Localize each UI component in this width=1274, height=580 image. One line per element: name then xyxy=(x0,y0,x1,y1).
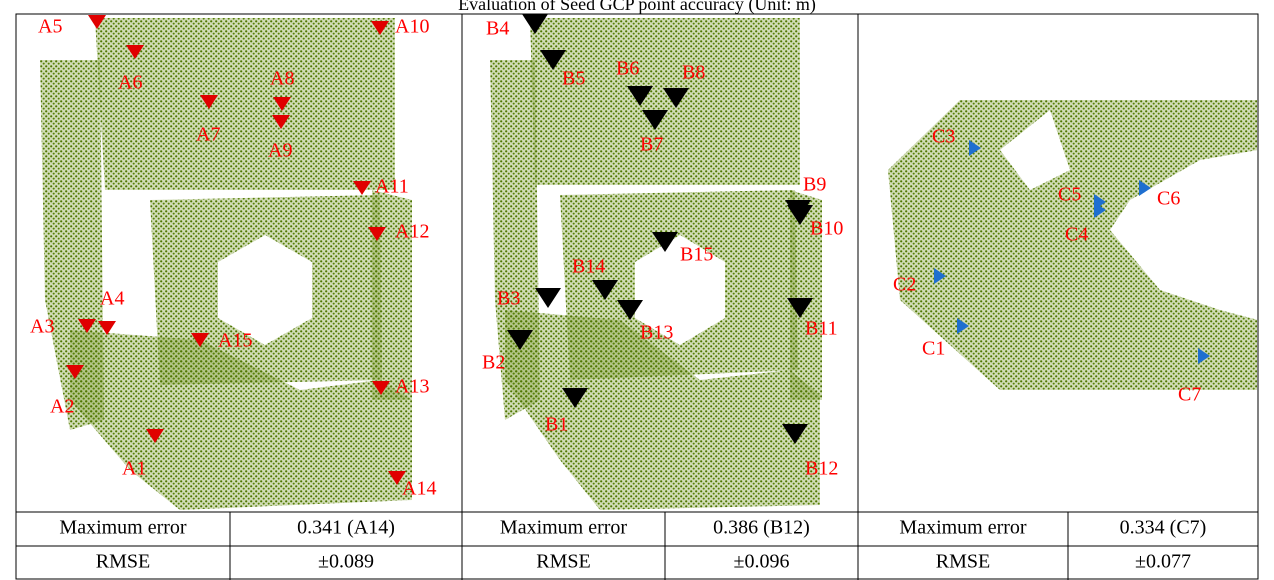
gcp-label: B11 xyxy=(805,318,838,340)
gcp-label: B2 xyxy=(482,352,505,374)
gcp-label: B6 xyxy=(616,58,639,80)
table-cell: Maximum error xyxy=(59,517,187,539)
page: {"title": "Evaluation of Seed GCP point … xyxy=(0,0,1274,580)
table-cell: 0.386 (B12) xyxy=(713,517,810,539)
table-cell: RMSE xyxy=(96,551,150,573)
figure-title: Evaluation of Seed GCP point accuracy (U… xyxy=(458,0,816,15)
gcp-label: B15 xyxy=(680,244,713,266)
gcp-label: B9 xyxy=(803,174,826,196)
gcp-label: C1 xyxy=(922,338,945,360)
gcp-marker xyxy=(535,288,561,308)
gcp-label: A6 xyxy=(118,72,142,94)
gcp-label: C3 xyxy=(932,126,955,148)
table-cell: Maximum error xyxy=(899,517,1027,539)
gcp-label: B8 xyxy=(682,62,705,84)
figure: Evaluation of Seed GCP point accuracy (U… xyxy=(0,0,1274,580)
gcp-label: A2 xyxy=(50,396,74,418)
gcp-label: A13 xyxy=(395,376,429,398)
table-cell: ±0.077 xyxy=(1135,551,1191,573)
gcp-label: C2 xyxy=(893,274,916,296)
table-cell: 0.341 (A14) xyxy=(297,517,395,539)
gcp-label: C5 xyxy=(1058,184,1081,206)
gcp-label: A5 xyxy=(38,16,62,38)
point-cloud-a xyxy=(40,18,412,510)
gcp-label: B10 xyxy=(810,218,843,240)
gcp-label: B4 xyxy=(486,18,509,40)
gcp-label: A14 xyxy=(402,478,436,500)
gcp-label: B5 xyxy=(562,68,585,90)
gcp-label: A9 xyxy=(268,140,292,162)
gcp-label: C4 xyxy=(1065,224,1088,246)
table-cell: Maximum error xyxy=(500,517,628,539)
table-cell: RMSE xyxy=(936,551,990,573)
table-cell: 0.334 (C7) xyxy=(1120,517,1207,539)
gcp-label: A12 xyxy=(395,221,429,243)
gcp-label: B12 xyxy=(805,458,838,480)
table-cell: ±0.096 xyxy=(734,551,790,573)
gcp-label: A4 xyxy=(100,288,124,310)
gcp-label: A11 xyxy=(375,176,409,198)
gcp-label: B3 xyxy=(497,288,520,310)
point-cloud-b xyxy=(490,18,822,510)
gcp-label: A8 xyxy=(270,68,294,90)
gcp-label: A10 xyxy=(395,16,429,38)
table-cell: ±0.089 xyxy=(318,551,374,573)
gcp-label: C7 xyxy=(1178,384,1201,406)
gcp-label: A3 xyxy=(30,316,54,338)
gcp-label: B7 xyxy=(640,134,663,156)
gcp-label: B14 xyxy=(572,256,605,278)
gcp-label: A1 xyxy=(122,458,146,480)
gcp-label: A15 xyxy=(218,330,252,352)
gcp-label: A7 xyxy=(196,124,220,146)
gcp-label: B1 xyxy=(545,414,568,436)
gcp-label: B13 xyxy=(640,322,673,344)
table-cell: RMSE xyxy=(536,551,590,573)
gcp-label: C6 xyxy=(1157,188,1180,210)
